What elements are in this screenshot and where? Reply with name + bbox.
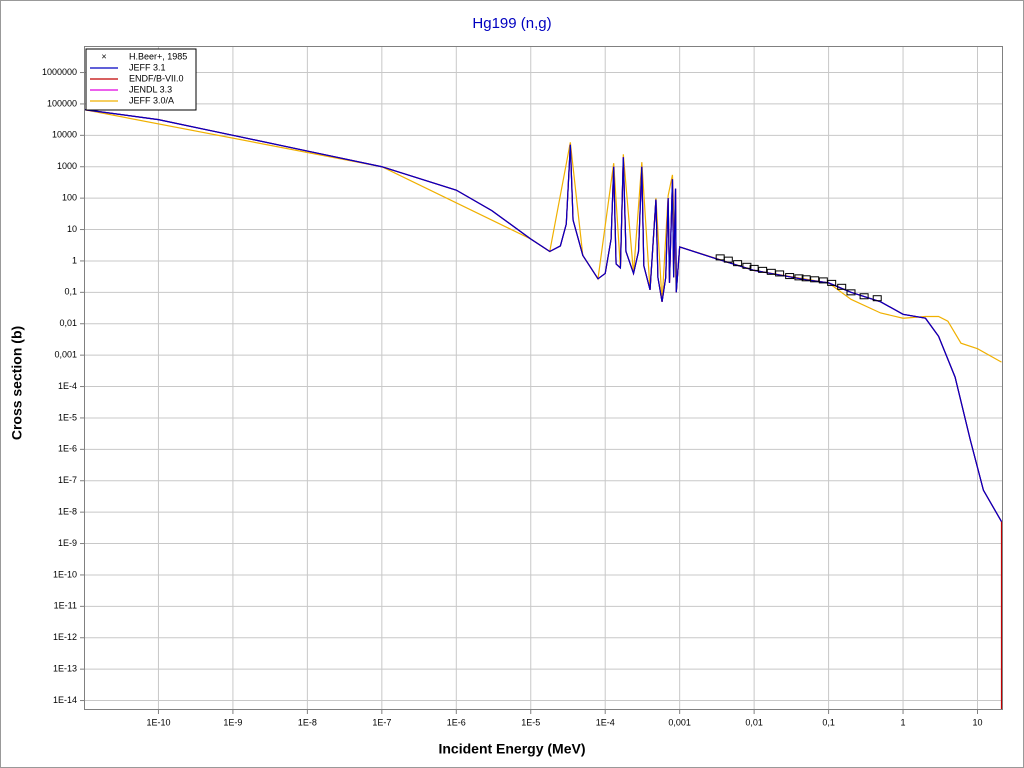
data-point [758, 266, 768, 273]
y-tick-label: 1E-11 [54, 601, 77, 611]
plot-area [84, 109, 1003, 710]
y-tick-label: 100000 [47, 98, 77, 108]
chart-title: Hg199 (n,g) [472, 15, 551, 32]
y-tick-label: 1E-8 [58, 507, 77, 517]
data-point [872, 295, 882, 302]
legend-label: JEFF 3.1 [129, 62, 166, 72]
grid [84, 46, 1003, 710]
data-point [827, 279, 837, 286]
y-tick-label: 1E-10 [53, 569, 77, 579]
y-tick-label: 0,001 [54, 350, 77, 360]
y-tick-label: 10000 [52, 130, 77, 140]
data-point [837, 283, 847, 290]
y-tick-label: 1E-13 [53, 664, 77, 674]
x-tick-label: 0,1 [822, 717, 835, 727]
y-axis-label: Cross section (b) [9, 326, 25, 440]
x-tick-label: 1E-9 [223, 717, 242, 727]
legend-label: JEFF 3.0/A [129, 95, 174, 105]
data-point [859, 293, 869, 300]
data-point [785, 273, 795, 280]
y-tick-label: 100 [62, 193, 77, 203]
y-tick-label: 1E-9 [58, 538, 77, 548]
axes: 1E-10 1E-9 1E-8 1E-7 1E-6 1E-5 1E-4 0,001 0,01 0,… [42, 67, 983, 727]
series-line [84, 109, 1002, 363]
y-tick-label: 1E-5 [58, 412, 77, 422]
legend-label: ENDF/B-VII.0 [129, 73, 184, 83]
y-tick-label: 1 [72, 255, 77, 265]
y-tick-label: 1E-14 [53, 695, 77, 705]
legend-marker: × [101, 51, 106, 61]
x-tick-label: 1E-8 [298, 717, 317, 727]
y-tick-label: 0,1 [64, 287, 77, 297]
x-tick-label: 10 [972, 717, 982, 727]
data-point [794, 274, 804, 281]
y-tick-label: 1000 [57, 161, 77, 171]
x-tick-label: 1E-4 [596, 717, 615, 727]
x-tick-label: 1E-6 [447, 717, 466, 727]
x-tick-label: 0,01 [745, 717, 763, 727]
data-point [775, 270, 785, 277]
y-tick-label: 1E-7 [58, 475, 77, 485]
x-axis-label: Incident Energy (MeV) [438, 741, 585, 757]
data-point [846, 289, 856, 296]
y-tick-label: 0,01 [59, 318, 77, 328]
y-tick-label: 1E-4 [58, 381, 77, 391]
data-point [810, 276, 820, 283]
legend-label: H.Beer+, 1985 [129, 51, 187, 61]
x-tick-label: 1E-7 [372, 717, 391, 727]
legend-label: JENDL 3.3 [129, 84, 172, 94]
x-tick-label: 1E-10 [146, 717, 170, 727]
data-point [723, 256, 733, 263]
x-tick-label: 1E-5 [521, 717, 540, 727]
y-tick-label: 1000000 [42, 67, 77, 77]
data-point [733, 260, 743, 267]
x-tick-label: 1 [901, 717, 906, 727]
y-tick-label: 10 [67, 224, 77, 234]
x-tick-label: 0,001 [668, 717, 691, 727]
y-tick-label: 1E-12 [53, 632, 77, 642]
plot-border [84, 46, 1003, 710]
y-tick-label: 1E-6 [58, 444, 77, 454]
